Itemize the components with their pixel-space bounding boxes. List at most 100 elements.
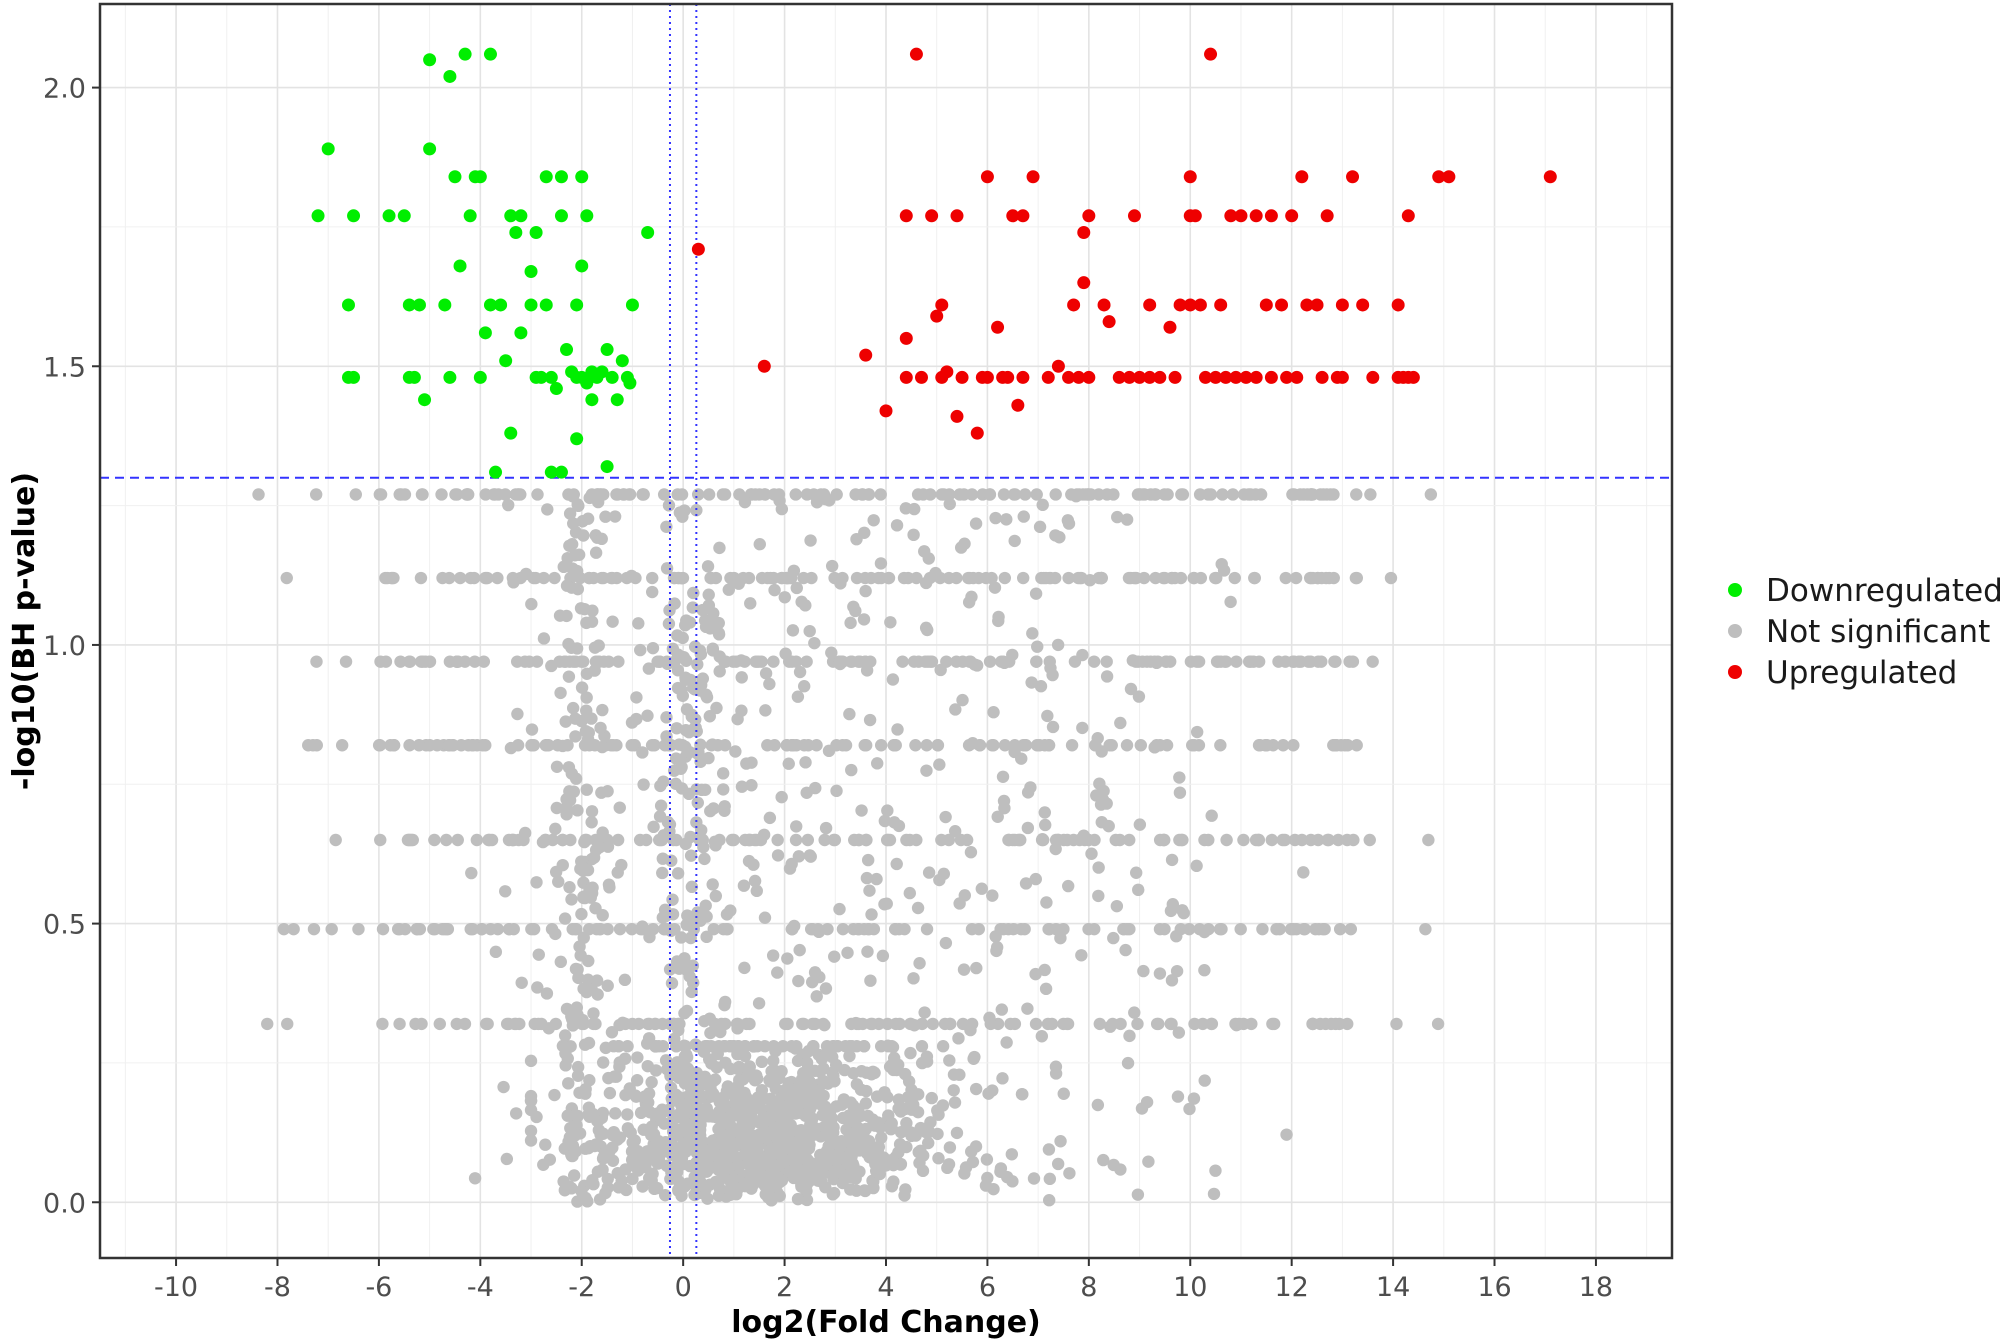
point-not-significant xyxy=(1085,847,1098,860)
point-not-significant xyxy=(991,810,1004,823)
point-not-significant xyxy=(500,1152,514,1166)
point-upregulated xyxy=(1432,170,1446,184)
point-not-significant xyxy=(685,985,698,999)
point-not-significant xyxy=(1366,655,1379,668)
point-not-significant xyxy=(689,1188,702,1202)
point-upregulated xyxy=(1366,370,1380,384)
point-not-significant xyxy=(894,1157,908,1171)
point-upregulated xyxy=(1163,320,1177,334)
point-not-significant xyxy=(1166,898,1180,911)
point-not-significant xyxy=(852,833,866,847)
point-not-significant xyxy=(1123,833,1136,847)
point-not-significant xyxy=(947,1068,961,1081)
point-downregulated xyxy=(412,298,426,312)
point-not-significant xyxy=(1029,1017,1043,1031)
point-not-significant xyxy=(1192,739,1206,752)
point-downregulated xyxy=(524,265,538,279)
point-not-significant xyxy=(778,591,791,604)
point-upregulated xyxy=(1209,370,1223,384)
point-not-significant xyxy=(669,777,682,790)
point-downregulated xyxy=(311,209,325,223)
point-not-significant xyxy=(1051,1157,1065,1171)
point-not-significant xyxy=(792,974,805,988)
point-not-significant xyxy=(962,596,976,609)
point-not-significant xyxy=(601,979,614,992)
point-not-significant xyxy=(684,849,698,862)
point-not-significant xyxy=(960,833,974,847)
point-downregulated xyxy=(478,326,492,340)
point-not-significant xyxy=(329,833,342,847)
point-not-significant xyxy=(829,1058,843,1072)
point-not-significant xyxy=(964,1023,977,1037)
point-not-significant xyxy=(918,545,931,558)
point-not-significant xyxy=(753,1127,767,1141)
point-not-significant xyxy=(1042,1143,1056,1156)
point-not-significant xyxy=(575,907,588,921)
point-downregulated xyxy=(438,298,452,312)
point-not-significant xyxy=(570,1119,583,1132)
point-downregulated xyxy=(580,209,594,223)
point-not-significant xyxy=(433,1017,446,1031)
point-upregulated xyxy=(1097,298,1111,312)
point-not-significant xyxy=(605,1026,619,1039)
point-not-significant xyxy=(531,981,544,994)
point-not-significant xyxy=(822,1130,836,1143)
x-tick-label: 10 xyxy=(1173,1272,1207,1303)
point-upregulated xyxy=(970,426,984,440)
point-not-significant xyxy=(825,559,839,573)
point-not-significant xyxy=(1046,720,1060,734)
point-not-significant xyxy=(525,922,538,936)
point-not-significant xyxy=(492,488,505,501)
point-not-significant xyxy=(1097,1153,1110,1167)
legend-label: Upregulated xyxy=(1766,655,1957,691)
point-not-significant xyxy=(797,680,811,693)
point-not-significant xyxy=(640,833,653,847)
point-not-significant xyxy=(758,488,772,501)
point-not-significant xyxy=(387,571,400,585)
point-not-significant xyxy=(1005,1148,1019,1161)
point-upregulated xyxy=(925,209,939,223)
point-not-significant xyxy=(708,835,722,849)
point-not-significant xyxy=(625,739,638,752)
point-not-significant xyxy=(878,814,892,828)
point-not-significant xyxy=(647,1130,660,1143)
point-not-significant xyxy=(615,1174,628,1188)
point-not-significant xyxy=(489,945,503,959)
point-not-significant xyxy=(873,1167,887,1181)
point-not-significant xyxy=(1095,816,1108,829)
point-not-significant xyxy=(698,1144,711,1158)
point-not-significant xyxy=(878,898,891,911)
point-not-significant xyxy=(843,707,856,721)
point-not-significant xyxy=(608,510,622,523)
point-not-significant xyxy=(669,752,683,765)
point-not-significant xyxy=(647,820,660,834)
point-not-significant xyxy=(585,805,599,818)
point-not-significant xyxy=(1104,1020,1117,1033)
point-not-significant xyxy=(398,488,412,501)
point-not-significant xyxy=(1034,679,1048,693)
point-not-significant xyxy=(705,571,718,585)
point-not-significant xyxy=(706,738,719,751)
point-not-significant xyxy=(864,1017,878,1031)
point-not-significant xyxy=(911,488,925,501)
point-not-significant xyxy=(678,1179,691,1193)
point-not-significant xyxy=(969,1082,983,1096)
point-not-significant xyxy=(569,712,582,725)
point-not-significant xyxy=(834,577,847,590)
point-downregulated xyxy=(458,47,472,61)
point-not-significant xyxy=(1029,967,1042,981)
point-not-significant xyxy=(718,804,731,817)
point-not-significant xyxy=(858,739,871,752)
point-not-significant xyxy=(802,1044,815,1058)
point-not-significant xyxy=(775,502,789,516)
point-not-significant xyxy=(765,1065,778,1078)
point-not-significant xyxy=(562,1077,575,1090)
point-not-significant xyxy=(666,893,679,906)
point-not-significant xyxy=(502,1017,516,1031)
point-not-significant xyxy=(721,922,734,936)
point-downregulated xyxy=(544,370,558,384)
point-not-significant xyxy=(867,514,880,527)
point-not-significant xyxy=(810,739,823,752)
point-downregulated xyxy=(605,370,619,384)
